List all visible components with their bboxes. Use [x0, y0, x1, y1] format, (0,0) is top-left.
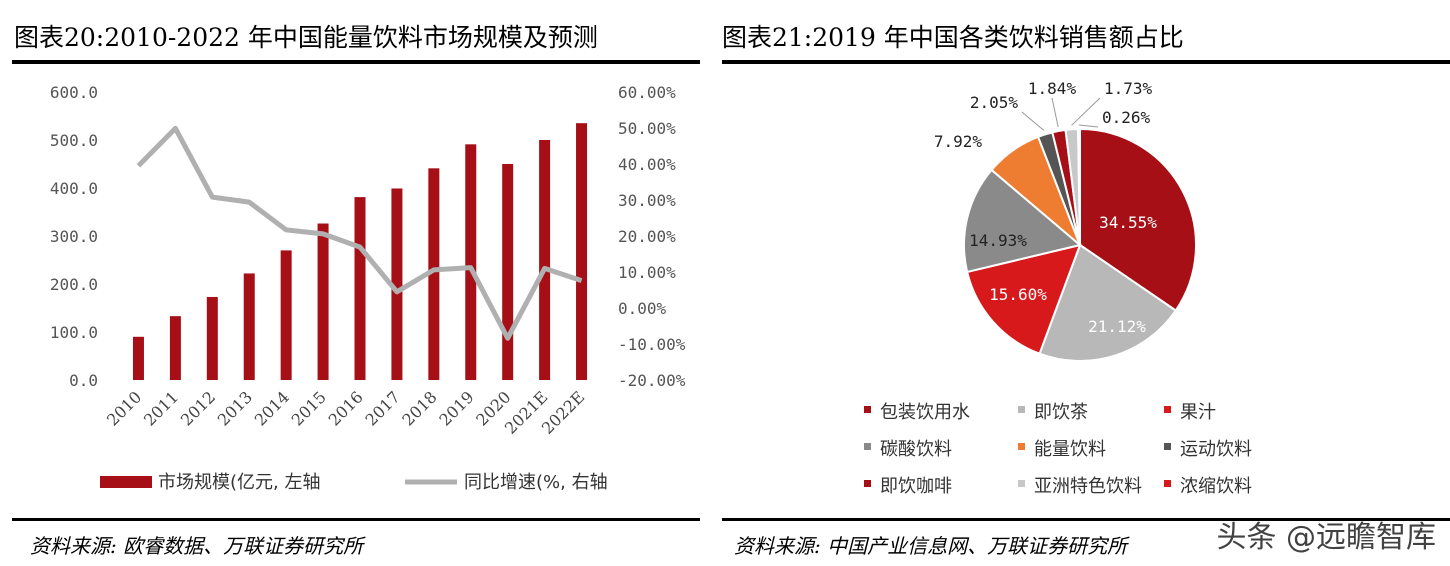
y-right-tick: 0.00% — [618, 299, 667, 318]
y-left-tick: 400.0 — [50, 179, 98, 198]
pie-slice-4 — [963, 168, 1083, 274]
bar-2020 — [502, 164, 514, 380]
right-panel: 图表21:2019 年中国各类饮料销售额占比 资料来源: 中国产业信息网、万联证… — [722, 0, 1450, 566]
x-tick-2011: 2011 — [140, 387, 182, 429]
pie-legend-swatch — [864, 406, 871, 413]
bar-line-chart: 600.0 500.0 400.0 300.0 200.0 100.0 0.0 60.00% 5… — [50, 83, 686, 493]
y-right-tick: 50.00% — [618, 119, 676, 138]
y-right-tick: 20.00% — [618, 227, 676, 246]
bar-2022E — [576, 123, 588, 380]
pie-legend-label: 运动饮料 — [1180, 439, 1252, 460]
right-source: 资料来源: 中国产业信息网、万联证券研究所 — [734, 534, 1128, 558]
pie-label-inside: 34.55% — [1099, 213, 1157, 232]
pie-slice-1 — [1079, 127, 1197, 312]
legend-label-line: 同比增速(%, 右轴 — [464, 472, 608, 493]
bar-2021E — [539, 140, 551, 380]
pie-legend-swatch — [1018, 443, 1025, 450]
pie-label-inside: 14.93% — [969, 231, 1027, 250]
pie-legend-swatch — [1164, 406, 1171, 413]
y-right-tick: -20.00% — [618, 371, 686, 390]
pie-slice-3 — [965, 243, 1082, 356]
x-tick-2013: 2013 — [214, 387, 256, 429]
y-left-tick: 600.0 — [50, 83, 98, 102]
y-right-tick: -10.00% — [618, 335, 686, 354]
pie-label-outside: 0.26% — [1102, 108, 1151, 127]
pie-legend-label: 碳酸饮料 — [880, 439, 952, 460]
left-source: 资料来源: 欧睿数据、万联证券研究所 — [30, 534, 364, 558]
bar-2017 — [391, 188, 403, 380]
left-top-rule — [12, 60, 700, 64]
pie-legend-swatch — [1018, 406, 1025, 413]
pie-legend-swatch — [864, 480, 871, 487]
bar-2013 — [243, 273, 255, 380]
x-tick-2015: 2015 — [288, 387, 330, 429]
pie-leader-line — [1051, 97, 1059, 128]
y-left-tick: 500.0 — [50, 131, 98, 150]
y-left-tick: 200.0 — [50, 275, 98, 294]
x-tick-2017: 2017 — [362, 387, 404, 429]
y-left-tick: 100.0 — [50, 323, 98, 342]
bar-2018 — [428, 168, 440, 380]
x-tick-2019: 2019 — [435, 387, 477, 429]
bar-2012 — [206, 296, 218, 380]
legend-label-bar: 市场规模(亿元, 左轴 — [158, 472, 320, 493]
pie-slice-9 — [1077, 127, 1081, 246]
pie-label-inside: 21.12% — [1088, 317, 1146, 336]
right-top-rule — [722, 60, 1450, 64]
pie-legend-label: 能量饮料 — [1034, 439, 1106, 460]
legend-swatch-bar — [100, 476, 152, 488]
y-right-tick: 60.00% — [618, 83, 676, 102]
pie-label-outside: 7.92% — [934, 132, 983, 151]
pie-leader-line — [1021, 111, 1045, 131]
pie-legend-swatch — [1164, 443, 1171, 450]
watermark: 头条 @远瞻智库 — [1216, 520, 1436, 555]
y-right-tick: 30.00% — [618, 191, 676, 210]
pie-chart: 34.55% 21.12% 15.60% 14.93% 7.92% 2.05% 1.84% 1… — [864, 79, 1252, 497]
left-chart-title: 图表20:2010-2022 年中国能量饮料市场规模及预测 — [14, 23, 598, 52]
pie-label-outside: 1.73% — [1104, 79, 1153, 98]
pie-label-inside: 15.60% — [989, 285, 1047, 304]
pie-leader-line — [1071, 97, 1101, 126]
pie-legend-swatch — [1164, 480, 1171, 487]
left-panel: 图表20:2010-2022 年中国能量饮料市场规模及预测 资料来源: 欧睿数据… — [0, 0, 700, 566]
bar-2010 — [132, 336, 144, 380]
y-left-tick: 300.0 — [50, 227, 98, 246]
pie-label-outside: 2.05% — [970, 93, 1019, 112]
bar-2019 — [465, 144, 477, 380]
pie-legend-label: 包装饮用水 — [880, 402, 970, 423]
pie-legend-label: 即饮咖啡 — [880, 476, 952, 497]
x-tick-2010: 2010 — [103, 387, 145, 429]
growth-line — [136, 125, 583, 341]
pie-leader-line — [1078, 124, 1099, 128]
y-left-tick: 0.0 — [69, 371, 98, 390]
pie-legend-label: 果汁 — [1180, 402, 1216, 423]
right-bottom-rule — [722, 518, 1450, 521]
bar-2016 — [354, 197, 366, 380]
left-bottom-rule — [12, 518, 700, 521]
bar-2014 — [280, 250, 292, 380]
x-tick-2014: 2014 — [251, 387, 293, 429]
bar-2011 — [169, 316, 181, 380]
pie-legend-swatch — [1018, 480, 1025, 487]
y-right-tick: 40.00% — [618, 155, 676, 174]
x-tick-2018: 2018 — [398, 387, 440, 429]
pie-slice-2 — [1038, 243, 1178, 362]
pie-legend-label: 亚洲特色饮料 — [1034, 476, 1142, 497]
pie-legend-label: 浓缩饮料 — [1180, 476, 1252, 497]
pie-label-outside: 1.84% — [1028, 79, 1077, 98]
x-tick-2016: 2016 — [325, 387, 367, 429]
right-chart-title: 图表21:2019 年中国各类饮料销售额占比 — [722, 23, 1184, 52]
bar-2015 — [317, 223, 329, 380]
pie-legend-label: 即饮茶 — [1034, 402, 1088, 423]
y-right-tick: 10.00% — [618, 263, 676, 282]
pie-legend-swatch — [864, 443, 871, 450]
x-tick-2012: 2012 — [177, 387, 219, 429]
